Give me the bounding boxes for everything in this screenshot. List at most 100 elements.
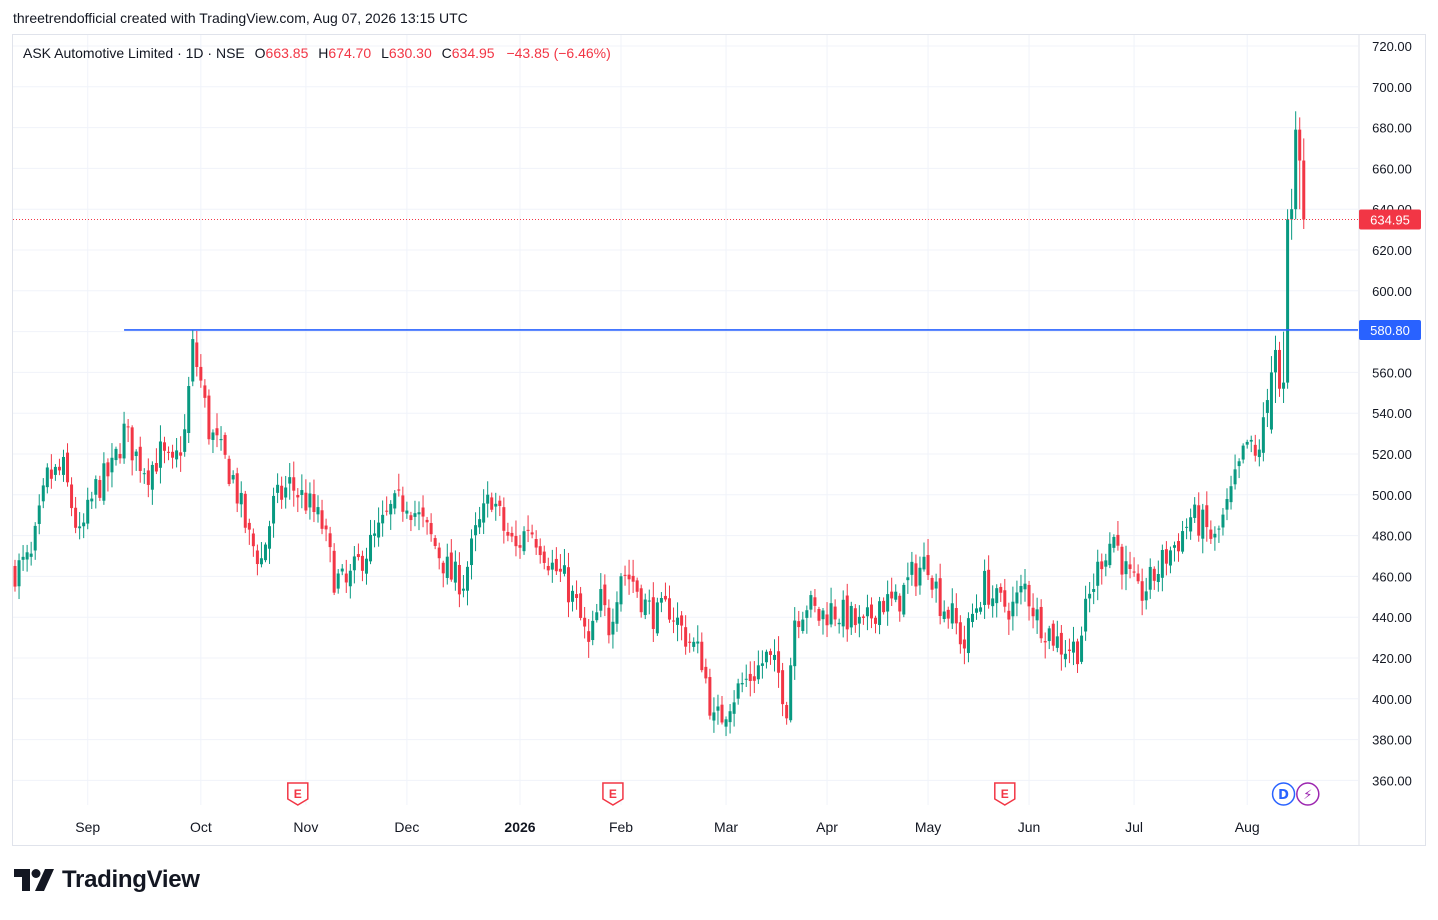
candle-body xyxy=(1249,439,1253,442)
candle-body xyxy=(663,595,667,600)
candle-body xyxy=(995,588,999,604)
candle-body xyxy=(482,503,486,523)
candle-body xyxy=(1168,550,1172,566)
candle-body xyxy=(381,514,385,524)
candle-body xyxy=(546,565,550,571)
tradingview-wordmark: TradingView xyxy=(62,866,200,893)
x-tick-label: Dec xyxy=(394,819,419,835)
candle-body xyxy=(158,441,162,468)
candle-body xyxy=(1144,591,1148,601)
candle-body xyxy=(930,577,934,590)
candle-body xyxy=(696,641,700,644)
candle-body xyxy=(926,555,930,576)
candle-body xyxy=(171,451,175,458)
candle-body xyxy=(1007,610,1011,620)
tradingview-logo-icon xyxy=(14,869,54,891)
candle-body xyxy=(510,532,514,537)
candle-body xyxy=(1152,568,1156,581)
candle-body xyxy=(934,581,938,589)
candle-body xyxy=(558,568,562,572)
candle-body xyxy=(474,525,478,536)
candle-body xyxy=(667,598,671,620)
candle-body xyxy=(1003,590,1007,607)
candle-body xyxy=(1128,564,1132,569)
candle-body xyxy=(1241,445,1245,460)
candle-body xyxy=(970,613,974,622)
y-tick-label: 700.00 xyxy=(1372,80,1412,95)
candle-body xyxy=(1059,632,1063,655)
candle-body xyxy=(874,617,878,624)
candle-body xyxy=(1019,585,1023,593)
x-tick-label: Apr xyxy=(816,819,838,835)
candle-body xyxy=(999,586,1003,593)
candle-body xyxy=(300,490,304,495)
candle-body xyxy=(183,429,187,452)
candle-body xyxy=(66,452,70,483)
candle-body xyxy=(789,665,793,721)
candle-body xyxy=(1221,514,1225,528)
candle-body xyxy=(809,595,813,610)
candle-body xyxy=(841,599,845,627)
candle-body xyxy=(251,533,255,547)
x-tick-label: Oct xyxy=(190,819,212,835)
candle-body xyxy=(1294,129,1298,210)
candle-body xyxy=(247,522,251,530)
y-tick-label: 360.00 xyxy=(1372,773,1412,788)
candle-body xyxy=(890,591,894,599)
candle-body xyxy=(853,608,857,626)
candle-body xyxy=(1136,573,1140,582)
candle-body xyxy=(45,467,49,488)
candle-body xyxy=(813,597,817,606)
candle-body xyxy=(1116,534,1120,546)
candle-body xyxy=(409,515,413,521)
candle-body xyxy=(571,590,575,602)
symbol-legend: ASK Automotive Limited · 1D · NSE O663.8… xyxy=(23,45,611,61)
candle-body xyxy=(1063,653,1067,660)
symbol-title[interactable]: ASK Automotive Limited · 1D · NSE xyxy=(23,45,245,61)
earnings-marker-label: E xyxy=(1001,787,1009,801)
candle-body xyxy=(680,615,684,626)
level-price-tag xyxy=(1359,319,1421,340)
candle-body xyxy=(70,484,74,509)
candle-body xyxy=(692,641,696,647)
candle-body xyxy=(445,556,449,578)
candle-body xyxy=(227,458,231,485)
tradingview-brand[interactable]: TradingView xyxy=(14,866,200,894)
candle-body xyxy=(676,617,680,625)
earnings-marker-icon xyxy=(994,782,1016,806)
candle-body xyxy=(1100,561,1104,570)
candle-body xyxy=(110,457,114,473)
y-tick-label: 660.00 xyxy=(1372,161,1412,176)
candle-body xyxy=(845,595,849,630)
candle-body xyxy=(861,616,865,618)
candle-body xyxy=(1076,641,1080,665)
candle-body xyxy=(825,614,829,626)
candle-body xyxy=(898,595,902,612)
earnings-marker-label: E xyxy=(294,787,302,801)
y-tick-label: 720.00 xyxy=(1372,39,1412,54)
candle-body xyxy=(162,442,166,451)
candle-body xyxy=(906,577,910,581)
candle-body xyxy=(288,477,292,484)
candle-body xyxy=(833,606,837,620)
candle-body xyxy=(1104,560,1108,567)
candle-body xyxy=(817,608,821,621)
y-tick-label: 600.00 xyxy=(1372,284,1412,299)
candle-body xyxy=(1160,549,1164,578)
candle-body xyxy=(461,588,465,591)
candle-body xyxy=(304,492,308,511)
candle-body xyxy=(175,450,179,460)
candle-body xyxy=(869,604,873,619)
candle-body xyxy=(1039,606,1043,639)
candle-body xyxy=(938,578,942,616)
candle-body xyxy=(655,602,659,634)
candle-body xyxy=(187,386,191,433)
candle-body xyxy=(280,485,284,500)
x-tick-label: Jul xyxy=(1125,819,1143,835)
candle-body xyxy=(801,619,805,631)
candle-body xyxy=(1229,486,1233,503)
candle-body xyxy=(33,525,37,551)
candle-body xyxy=(1172,545,1176,548)
level-price-label: 580.80 xyxy=(1370,323,1410,338)
